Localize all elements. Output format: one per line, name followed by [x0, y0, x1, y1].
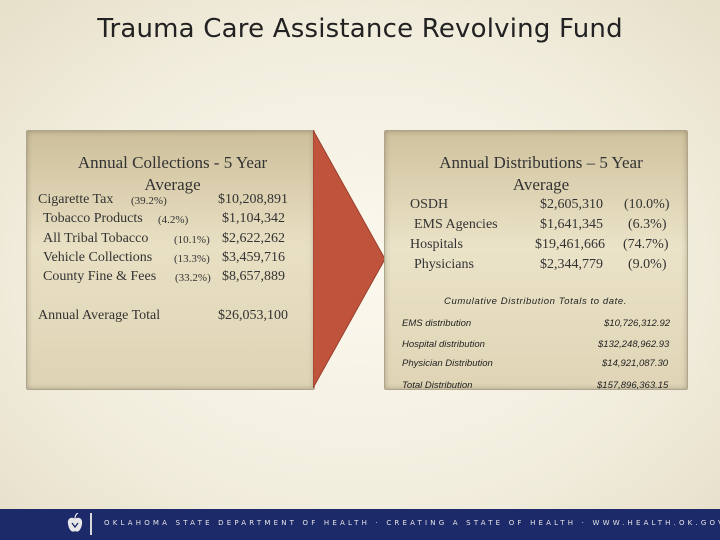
- distributions-row-pct: (6.3%): [628, 217, 667, 232]
- page-title: Trauma Care Assistance Revolving Fund: [97, 14, 623, 44]
- cumulative-row-label: EMS distribution: [402, 318, 472, 329]
- apple-logo-icon: [67, 513, 83, 532]
- footer-bar: [0, 509, 720, 540]
- footer-text: OKLAHOMA STATE DEPARTMENT OF HEALTH · CR…: [104, 519, 720, 527]
- collections-row-pct: (13.3%): [174, 253, 210, 265]
- collections-row-label: Vehicle Collections: [43, 250, 153, 265]
- flow-arrow: [313, 130, 385, 388]
- distributions-row-pct: (9.0%): [628, 257, 667, 272]
- cumulative-row-label: Physician Distribution: [402, 358, 493, 369]
- distributions-row-label: Physicians: [414, 257, 474, 272]
- collections-row-pct: (33.2%): [175, 272, 211, 284]
- collections-row-value: $1,104,342: [222, 211, 285, 226]
- collections-row-value: $2,622,262: [222, 231, 285, 246]
- distributions-row-value: $2,605,310: [540, 197, 603, 212]
- distributions-row-value: $19,461,666: [535, 237, 605, 252]
- collections-row-label: County Fine & Fees: [43, 269, 157, 284]
- collections-total-label: Annual Average Total: [38, 308, 161, 323]
- collections-heading-line1: Annual Collections - 5 Year: [77, 153, 268, 172]
- collections-total-value: $26,053,100: [218, 308, 288, 323]
- collections-row-pct: (39.2%): [131, 195, 167, 207]
- cumulative-row-value: $132,248,962.93: [598, 339, 670, 350]
- cumulative-row-value: $157,896,363.15: [597, 380, 669, 391]
- distributions-row-value: $1,641,345: [540, 217, 603, 232]
- collections-panel: [26, 130, 315, 390]
- collections-row-value: $10,208,891: [218, 192, 288, 207]
- distributions-row-pct: (10.0%): [624, 197, 670, 212]
- collections-row-label: All Tribal Tobacco: [43, 231, 149, 246]
- collections-row-pct: (10.1%): [174, 234, 210, 246]
- collections-row-label: Cigarette Tax: [38, 192, 114, 207]
- collections-row-value: $3,459,716: [222, 250, 285, 265]
- distributions-row-pct: (74.7%): [623, 237, 669, 252]
- distributions-heading-line1: Annual Distributions – 5 Year: [439, 153, 643, 172]
- distributions-row-label: EMS Agencies: [414, 217, 498, 232]
- collections-row-pct: (4.2%): [158, 214, 189, 226]
- cumulative-row-label: Hospital distribution: [402, 339, 485, 350]
- distributions-row-value: $2,344,779: [540, 257, 603, 272]
- distributions-panel: [384, 130, 688, 390]
- collections-row-label: Tobacco Products: [43, 211, 143, 226]
- cumulative-title: Cumulative Distribution Totals to date.: [444, 296, 628, 307]
- footer-divider: [90, 513, 92, 535]
- collections-heading-line2: Average: [144, 175, 201, 194]
- cumulative-row-value: $10,726,312.92: [604, 318, 671, 329]
- cumulative-row-label: Total Distribution: [402, 380, 473, 391]
- distributions-row-label: OSDH: [410, 197, 449, 212]
- distributions-row-label: Hospitals: [410, 237, 463, 252]
- cumulative-row-value: $14,921,087.30: [602, 358, 669, 369]
- distributions-heading-line2: Average: [512, 175, 570, 194]
- collections-row-value: $8,657,889: [222, 269, 285, 284]
